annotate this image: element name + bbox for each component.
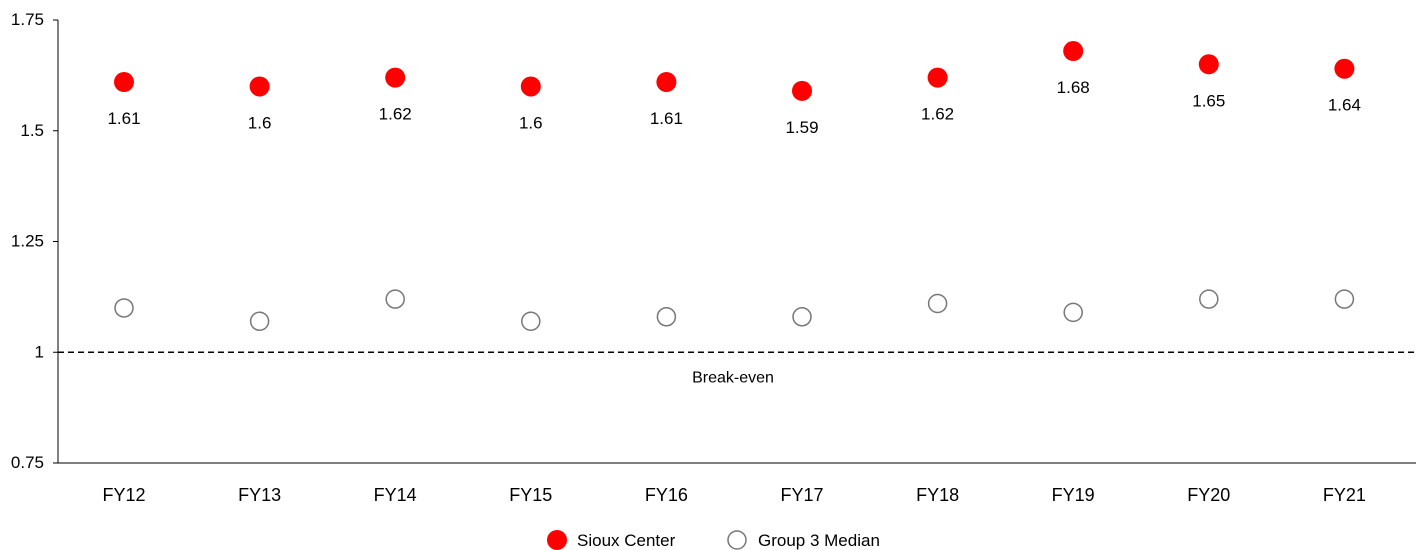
- sioux-center-value-label: 1.61: [650, 109, 683, 128]
- break-even-label: Break-even: [692, 369, 774, 386]
- sioux-center-point: [520, 76, 541, 97]
- x-tick-label: FY16: [645, 485, 688, 505]
- legend-label-sioux-center: Sioux Center: [577, 531, 676, 550]
- median-point: [1199, 289, 1219, 309]
- sioux-center-value-label: 1.62: [379, 105, 412, 124]
- sioux-center-value-label: 1.68: [1057, 78, 1090, 97]
- x-tick-label: FY21: [1323, 485, 1366, 505]
- sioux-center-point: [927, 67, 948, 88]
- y-axis-ticks: 0.75 1 1.25 1.5 1.75: [11, 10, 58, 472]
- x-tick-label: FY20: [1187, 485, 1230, 505]
- sioux-center-point: [1198, 54, 1219, 75]
- sioux-center-value-label: 1.59: [785, 118, 818, 137]
- x-tick-label: FY14: [374, 485, 417, 505]
- sioux-center-point: [792, 80, 812, 101]
- sioux-center-point: [249, 76, 270, 97]
- y-tick-label: 0.75: [11, 453, 44, 472]
- y-tick-label: 1.5: [20, 121, 44, 140]
- x-tick-label: FY19: [1052, 485, 1095, 505]
- sioux-center-point: [385, 67, 406, 88]
- median-point: [1334, 289, 1355, 309]
- median-point: [385, 289, 405, 309]
- series-sioux-center: 1.61 1.6 1.62 1.6 1.61 1.59 1.62 1.68 1.65 1.64: [107, 41, 1361, 137]
- sioux-center-value-label: 1.64: [1328, 96, 1361, 115]
- sioux-center-value-label: 1.6: [248, 113, 272, 132]
- sioux-center-value-label: 1.61: [107, 109, 140, 128]
- median-point: [1063, 302, 1083, 323]
- sioux-center-point: [656, 72, 677, 93]
- sioux-center-value-label: 1.65: [1192, 91, 1225, 110]
- break-even-reference: Break-even: [58, 351, 1416, 386]
- sioux-center-point: [1063, 41, 1084, 62]
- sioux-center-point: [114, 72, 134, 93]
- legend-marker-group-3-median: [727, 530, 747, 550]
- series-group-3-median: [114, 289, 1355, 331]
- x-tick-label: FY15: [509, 485, 552, 505]
- sioux-center-value-label: 1.6: [519, 113, 543, 132]
- legend: Sioux Center Group 3 Median: [547, 530, 880, 550]
- sioux-center-point: [1334, 58, 1355, 79]
- legend-label-group-3-median: Group 3 Median: [758, 531, 880, 550]
- x-tick-label: FY13: [238, 485, 281, 505]
- sioux-center-value-label: 1.62: [921, 105, 954, 124]
- x-tick-label: FY17: [780, 485, 823, 505]
- x-axis-ticks: FY12 FY13 FY14 FY15 FY16 FY17 FY18 FY19 FY20 FY21: [102, 485, 1365, 505]
- median-point: [792, 307, 812, 327]
- median-point: [114, 298, 134, 318]
- median-point: [656, 307, 677, 327]
- y-tick-label: 1.25: [11, 232, 44, 251]
- median-point: [521, 311, 541, 331]
- y-tick-label: 1.75: [11, 10, 44, 29]
- x-tick-label: FY12: [102, 485, 145, 505]
- x-tick-label: FY18: [916, 485, 959, 505]
- median-point: [927, 293, 948, 314]
- legend-marker-sioux-center: [547, 530, 567, 550]
- median-point: [249, 311, 270, 331]
- y-tick-label: 1: [35, 342, 44, 361]
